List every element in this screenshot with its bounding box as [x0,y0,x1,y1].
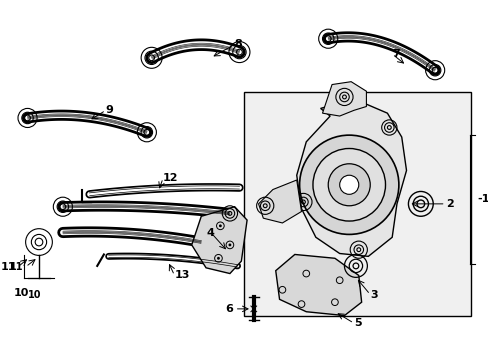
Circle shape [339,175,358,194]
Text: 13: 13 [174,270,189,280]
Polygon shape [191,207,246,274]
Text: 10: 10 [14,288,29,298]
Text: 2: 2 [445,199,452,209]
Text: 6: 6 [224,304,232,314]
Text: 12: 12 [163,173,178,183]
Text: 4: 4 [206,228,214,238]
Circle shape [219,224,222,227]
Polygon shape [322,82,366,116]
Polygon shape [275,255,361,316]
Text: -1: -1 [476,194,488,204]
Bar [244,92,470,316]
Text: 11: 11 [0,262,16,272]
Text: 3: 3 [369,289,377,300]
Circle shape [327,164,369,206]
Circle shape [217,257,220,260]
Text: 11: 11 [10,262,23,272]
Circle shape [228,243,231,246]
Text: 9: 9 [105,105,113,115]
Circle shape [312,148,385,221]
Text: 10: 10 [28,290,42,300]
Polygon shape [258,180,301,223]
Polygon shape [296,99,406,256]
Text: 7: 7 [391,49,399,59]
Text: 8: 8 [234,40,242,49]
Circle shape [299,135,398,234]
Text: 5: 5 [353,318,361,328]
